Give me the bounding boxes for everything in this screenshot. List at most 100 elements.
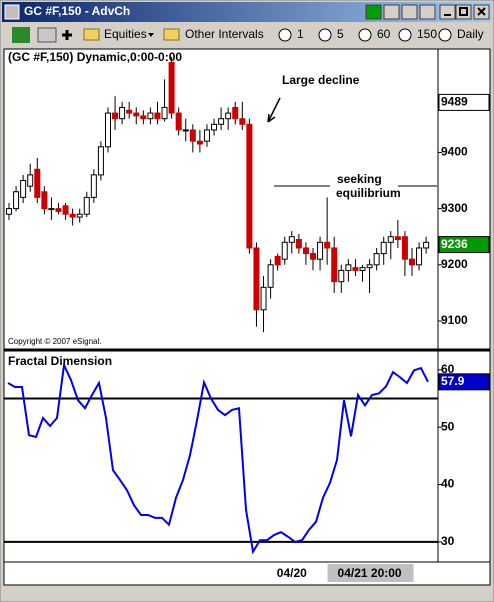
- candle-body: [196, 140, 203, 145]
- candle-body: [288, 236, 295, 243]
- indicator-line: [7, 361, 429, 555]
- sync-button[interactable]: [365, 4, 382, 20]
- candle-body: [62, 205, 69, 215]
- interval-button: 150: [417, 27, 437, 41]
- candle-body: [133, 112, 140, 117]
- candle-body: [218, 118, 225, 125]
- interval-button: 5: [337, 27, 344, 41]
- copyright: Copyright © 2007 eSignal.: [8, 337, 102, 346]
- price-marker: [438, 93, 490, 111]
- toolbar: Equities Other Intervals: [12, 27, 264, 43]
- candle-body: [246, 123, 253, 249]
- interval-icon: [438, 28, 452, 42]
- candle-body: [140, 115, 147, 120]
- candle-body: [345, 264, 352, 271]
- interval-icon: [278, 28, 292, 42]
- candle-body: [338, 269, 345, 283]
- candle-body: [41, 191, 48, 210]
- dropdown-arrow: [148, 33, 154, 37]
- candle-body: [310, 253, 317, 260]
- add-icon[interactable]: [62, 30, 72, 40]
- candle-body: [13, 191, 20, 210]
- price-marker: [438, 236, 490, 254]
- candle-body: [168, 61, 175, 114]
- candle-body: [97, 146, 104, 176]
- tool-button[interactable]: [419, 4, 436, 20]
- candle-body: [281, 241, 288, 260]
- equities-menu[interactable]: Equities: [104, 27, 147, 41]
- time-cursor-box: [327, 564, 414, 582]
- minimize-button[interactable]: [439, 4, 456, 20]
- y-tick-label: 9300: [441, 201, 468, 215]
- candle-body: [366, 264, 373, 269]
- candle-body: [373, 253, 380, 266]
- window-title: GC #F,150 - AdvCh: [24, 4, 130, 18]
- candle-body: [76, 213, 83, 218]
- price-marker-label: 9489: [441, 95, 468, 109]
- candle-body: [416, 247, 423, 266]
- interval-icon: [398, 28, 412, 42]
- candle-body: [324, 241, 331, 249]
- candle-body: [126, 109, 133, 114]
- candle-body: [253, 247, 260, 311]
- interval-button: 1: [297, 27, 304, 41]
- candle-body: [359, 267, 366, 271]
- candle-body: [90, 174, 97, 198]
- folder-icon[interactable]: [163, 28, 180, 41]
- time-label: 04/21 20:00: [338, 566, 402, 580]
- candle-body: [112, 112, 119, 120]
- time-label: 04/20: [277, 566, 307, 580]
- candle-body: [154, 112, 161, 120]
- candle-body: [203, 129, 210, 142]
- candle-body: [104, 112, 111, 148]
- y-tick-label: 30: [441, 534, 455, 548]
- folder-icon[interactable]: [83, 28, 100, 41]
- candle-body: [182, 129, 189, 132]
- candle-body: [423, 241, 430, 249]
- button-glyphs: [444, 7, 486, 16]
- pin-button[interactable]: [401, 4, 418, 20]
- candle-body: [352, 267, 359, 271]
- chart-icon[interactable]: [12, 27, 30, 43]
- y-tick-label: 9400: [441, 145, 468, 159]
- annotation: Large decline: [282, 73, 360, 87]
- price-marker-label: 57.9: [441, 374, 465, 388]
- candle-body: [225, 112, 232, 120]
- candle-body: [232, 106, 239, 120]
- candle-body: [69, 213, 76, 218]
- candle-body: [189, 129, 196, 142]
- link-button[interactable]: [383, 4, 400, 20]
- candle-body: [380, 241, 387, 255]
- candle-body: [387, 236, 394, 243]
- candle-body: [34, 168, 41, 198]
- candle-body: [408, 258, 415, 266]
- app-icon: [4, 4, 20, 20]
- y-tick-label: 9100: [441, 313, 468, 327]
- candle-body: [260, 286, 267, 311]
- print-icon[interactable]: [37, 27, 57, 43]
- window-buttons[interactable]: [365, 4, 490, 20]
- candle-body: [302, 247, 309, 255]
- candle-body: [27, 174, 34, 187]
- interval-icon: [318, 28, 332, 42]
- price-marker-label: 9236: [441, 237, 468, 251]
- candle-body: [331, 247, 338, 283]
- candle-body: [401, 236, 408, 260]
- y-tick-label: 9200: [441, 257, 468, 271]
- interval-button: 60: [377, 27, 391, 41]
- candle-body: [274, 255, 281, 266]
- y-tick-label: 60: [441, 362, 455, 376]
- intervals-menu[interactable]: Other Intervals: [185, 27, 264, 41]
- annotation: equilibrium: [336, 186, 401, 200]
- candle-body: [239, 118, 246, 125]
- candle-body: [83, 196, 90, 215]
- candle-body: [317, 241, 324, 260]
- candle-body: [119, 106, 126, 120]
- interval-button: Daily: [457, 27, 484, 41]
- candle-body: [211, 123, 218, 131]
- candle-body: [6, 208, 12, 215]
- annotation-arrow: [267, 97, 281, 123]
- candle-body: [48, 208, 55, 211]
- candle-body: [20, 180, 27, 198]
